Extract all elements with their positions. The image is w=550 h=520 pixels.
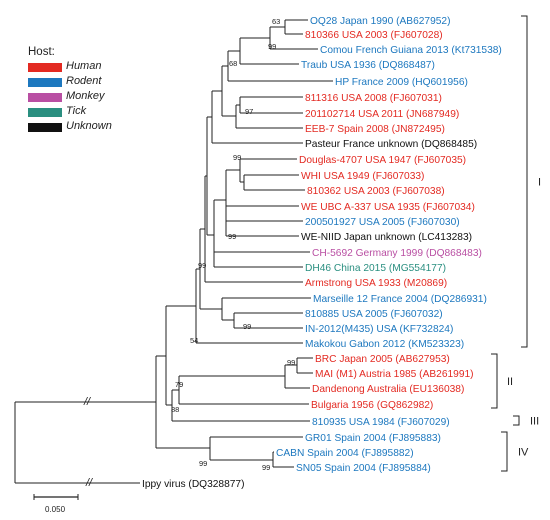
leaf-label: 810366 USA 2003 (FJ607028): [305, 30, 443, 41]
clade-label: IV: [518, 447, 529, 459]
bootstrap-value: 99: [228, 232, 236, 241]
leaf-label: HP France 2009 (HQ601956): [335, 77, 468, 88]
host-legend: Host: Human Rodent Monkey Tick Unknown: [28, 46, 138, 135]
branch-break-mark: //: [85, 477, 93, 489]
legend-swatch: [28, 78, 62, 87]
legend-item-tick: Tick: [28, 105, 138, 120]
bootstrap-value: 99: [243, 322, 251, 331]
leaf-label: WE UBC A-337 USA 1935 (FJ607034): [301, 202, 475, 213]
bootstrap-value: 54: [190, 336, 198, 345]
bootstrap-values: 63 99 68 97 99 99 99 54 99 79 88 99 99 99: [171, 17, 295, 472]
legend-label: Human: [66, 60, 102, 72]
leaf-label: Marseille 12 France 2004 (DQ286931): [313, 294, 487, 305]
legend-label: Unknown: [66, 120, 112, 132]
legend-label: Tick: [66, 105, 87, 117]
bootstrap-value: 99: [199, 459, 207, 468]
leaf-label: Makokou Gabon 2012 (KM523323): [305, 339, 464, 350]
leaf-label: BRC Japan 2005 (AB627953): [315, 354, 450, 365]
leaf-label: 810935 USA 1984 (FJ607029): [312, 417, 450, 428]
legend-swatch: [28, 93, 62, 102]
branch-break-mark: //: [83, 396, 91, 408]
clade-bracket: [513, 415, 520, 426]
bootstrap-value: 68: [229, 59, 237, 68]
clade-label: II: [507, 376, 513, 388]
bootstrap-value: 99: [233, 153, 241, 162]
leaf-label: Ippy virus (DQ328877): [142, 479, 245, 490]
leaf-label: Pasteur France unknown (DQ868485): [305, 139, 477, 150]
leaf-label: 811316 USA 2008 (FJ607031): [305, 93, 442, 104]
legend-item-monkey: Monkey: [28, 90, 138, 105]
leaf-label: OQ28 Japan 1990 (AB627952): [310, 16, 450, 27]
legend-item-unknown: Unknown: [28, 120, 138, 135]
leaf-label: IN-2012(M435) USA (KF732824): [305, 324, 453, 335]
leaf-label: Traub USA 1936 (DQ868487): [301, 60, 435, 71]
legend-title: Host:: [28, 46, 55, 58]
scale-bar-label: 0.050: [45, 505, 66, 514]
legend-item-rodent: Rodent: [28, 75, 138, 90]
clade-label: I: [538, 177, 541, 189]
scale-bar: 0.050: [33, 494, 79, 514]
bootstrap-value: 88: [171, 405, 179, 414]
leaf-label: GR01 Spain 2004 (FJ895883): [305, 433, 441, 444]
bootstrap-value: 97: [245, 107, 253, 116]
leaf-label: 200501927 USA 2005 (FJ607030): [305, 217, 460, 228]
leaf-label: WE-NIID Japan unknown (LC413283): [301, 232, 472, 243]
leaf-label: 810885 USA 2005 (FJ607032): [305, 309, 443, 320]
legend-swatch: [28, 123, 62, 132]
legend-item-human: Human: [28, 60, 138, 75]
bootstrap-value: 99: [268, 42, 276, 51]
leaf-label: Bulgaria 1956 (GQ862982): [311, 400, 433, 411]
clade-bracket: [521, 15, 528, 348]
leaf-label: EEB-7 Spain 2008 (JN872495): [305, 124, 445, 135]
bootstrap-value: 99: [262, 463, 270, 472]
leaf-label: Dandenong Australia (EU136038): [312, 384, 464, 395]
clade-bracket: [491, 353, 498, 409]
bootstrap-value: 63: [272, 17, 280, 26]
legend-label: Monkey: [66, 90, 105, 102]
bootstrap-value: 99: [198, 261, 206, 270]
bootstrap-value: 79: [175, 380, 183, 389]
leaf-label: WHI USA 1949 (FJ607033): [301, 171, 424, 182]
clade-label: III: [530, 416, 539, 428]
leaf-label: SN05 Spain 2004 (FJ895884): [296, 463, 431, 474]
tree-branches: [14, 19, 333, 484]
leaf-label: Douglas-4707 USA 1947 (FJ607035): [299, 155, 466, 166]
leaf-label: 810362 USA 2003 (FJ607038): [307, 186, 445, 197]
leaf-label: Comou French Guiana 2013 (Kt731538): [320, 45, 502, 56]
leaf-label: CH-5692 Germany 1999 (DQ868483): [312, 248, 482, 259]
clade-bracket: [501, 431, 508, 472]
bootstrap-value: 99: [287, 358, 295, 367]
leaf-label: CABN Spain 2004 (FJ895882): [276, 448, 414, 459]
leaf-label: 201102714 USA 2011 (JN687949): [305, 109, 459, 120]
leaf-label: DH46 China 2015 (MG554177): [305, 263, 446, 274]
leaf-label: Armstrong USA 1933 (M20869): [305, 278, 447, 289]
leaf-label: MAI (M1) Austria 1985 (AB261991): [315, 369, 474, 380]
legend-swatch: [28, 108, 62, 117]
leaf-labels: OQ28 Japan 1990 (AB627952) 810366 USA 200…: [83, 16, 502, 490]
legend-label: Rodent: [66, 75, 102, 87]
legend-swatch: [28, 63, 62, 72]
